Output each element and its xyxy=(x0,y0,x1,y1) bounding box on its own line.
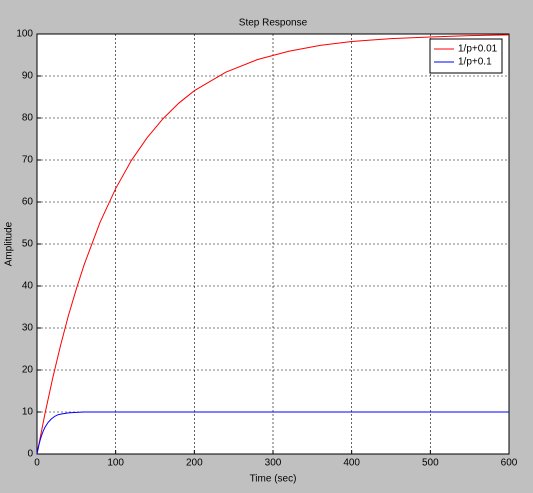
y-tick-label: 60 xyxy=(22,197,34,208)
y-axis-label: Amplitude xyxy=(4,221,15,266)
y-tick-label: 40 xyxy=(22,281,34,292)
y-tick-label: 30 xyxy=(22,323,34,334)
x-tick-label: 100 xyxy=(107,458,124,469)
y-tick-label: 0 xyxy=(27,449,33,460)
y-tick-label: 90 xyxy=(22,71,34,82)
x-tick-label: 0 xyxy=(34,458,40,469)
x-tick-label: 200 xyxy=(186,458,203,469)
x-tick-label: 500 xyxy=(422,458,439,469)
legend-label: 1/p+0.01 xyxy=(458,44,498,55)
axes-frame xyxy=(36,33,510,455)
chart-title: Step Response xyxy=(239,18,308,29)
legend-box xyxy=(429,38,503,74)
x-tick-label: 400 xyxy=(343,458,360,469)
x-axis-label: Time (sec) xyxy=(250,474,297,485)
x-tick-label: 600 xyxy=(501,458,518,469)
x-tick-label: 300 xyxy=(265,458,282,469)
y-tick-label: 20 xyxy=(22,365,34,376)
y-tick-label: 70 xyxy=(22,155,34,166)
legend-label: 1/p+0.1 xyxy=(458,57,492,68)
y-tick-label: 80 xyxy=(22,113,34,124)
y-tick-label: 10 xyxy=(22,407,34,418)
line xyxy=(36,411,509,455)
y-tick-label: 100 xyxy=(16,29,33,40)
y-tick-label: 50 xyxy=(22,239,34,250)
line xyxy=(36,34,510,455)
